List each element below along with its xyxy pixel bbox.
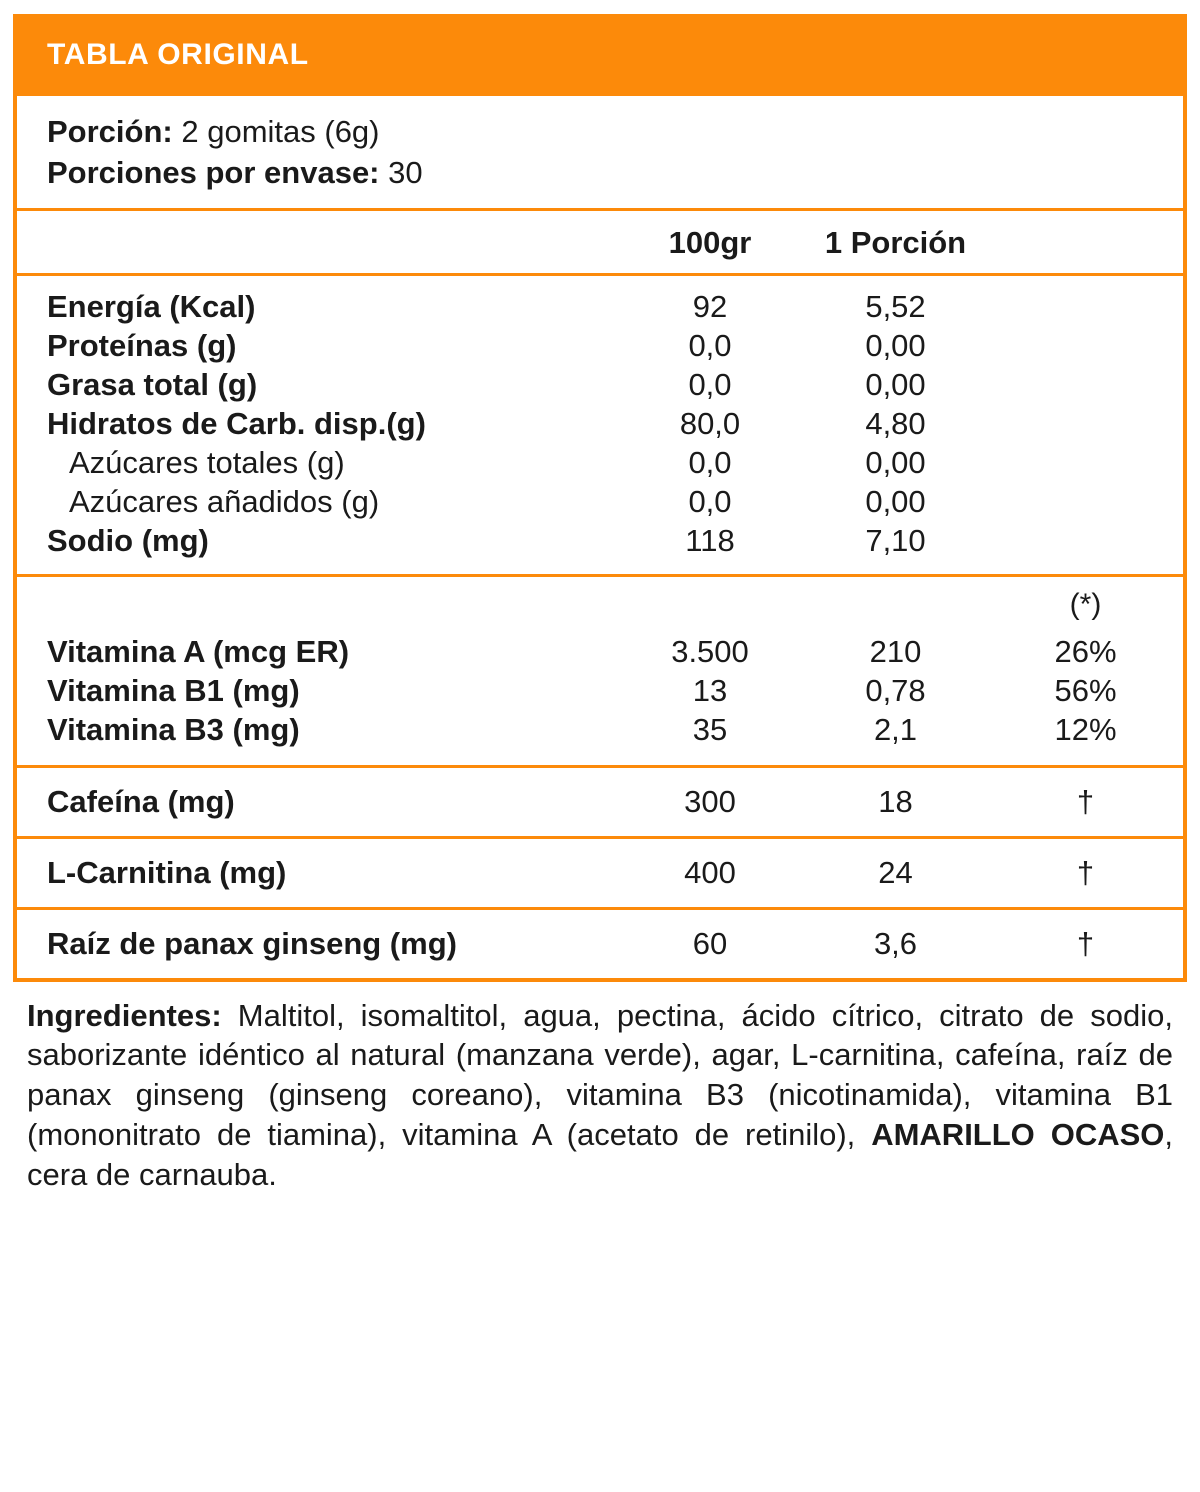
nutrient-daily-value: 56%: [1054, 672, 1117, 708]
nutrient-name: Vitamina A (mcg ER): [47, 633, 350, 669]
table-row: Azúcares totales (g) 0,0 0,00: [17, 445, 1183, 481]
table-row: L-Carnitina (mg) 400 24 †: [17, 855, 1183, 891]
nutrient-per-portion: 5,52: [865, 288, 926, 324]
macronutrients-band: Energía (Kcal) 92 5,52 Proteínas (g) 0,0…: [17, 276, 1183, 577]
nutrient-per-portion: 0,00: [865, 327, 926, 363]
nutrient-daily-value: †: [1076, 854, 1095, 890]
nutrient-name: Azúcares totales (g): [69, 444, 345, 480]
nutrient-per-portion: 0,00: [865, 366, 926, 402]
nutrient-per-100g: 3.500: [671, 633, 749, 669]
ingredients-text-part-2: , cera de carnauba.: [27, 1116, 1174, 1192]
serving-size-line: Porción: 2 gomitas (6g): [47, 112, 1183, 153]
nutrient-name: Raíz de panax ginseng (mg): [47, 925, 457, 961]
nutrient-per-portion: 0,00: [865, 444, 926, 480]
ingredients-label: Ingredientes:: [27, 997, 222, 1033]
ingredients-colorant-term: AMARILLO OCASO: [871, 1116, 1165, 1152]
table-row: Sodio (mg) 118 7,10: [17, 523, 1183, 559]
table-row: Energía (Kcal) 92 5,52: [17, 289, 1183, 325]
serving-size-value: 2 gomitas (6g): [181, 114, 380, 149]
nutrient-per-100g: 300: [684, 783, 736, 819]
nutrition-table: Porción: 2 gomitas (6g) Porciones por en…: [13, 96, 1187, 982]
nutrient-per-portion: 210: [869, 633, 922, 669]
nutrient-per-100g: 80,0: [679, 405, 741, 441]
nutrient-name: Energía (Kcal): [47, 288, 256, 324]
caffeine-band: Cafeína (mg) 300 18 †: [17, 768, 1183, 839]
nutrient-daily-value: †: [1076, 783, 1095, 819]
serving-size-label: Porción:: [47, 114, 173, 149]
nutrient-per-portion: 0,00: [865, 483, 926, 519]
table-row: Raíz de panax ginseng (mg) 60 3,6 †: [17, 926, 1183, 962]
lcarnitine-band: L-Carnitina (mg) 400 24 †: [17, 839, 1183, 910]
nutrient-per-100g: 118: [685, 522, 735, 558]
nutrient-per-100g: 0,0: [688, 483, 732, 519]
nutrient-daily-value: 26%: [1054, 633, 1117, 669]
nutrient-daily-value: †: [1076, 925, 1095, 961]
daily-value-marker-row: (*): [17, 588, 1183, 622]
nutrient-per-portion: 18: [878, 783, 913, 819]
nutrient-name: L-Carnitina (mg): [47, 854, 287, 890]
nutrient-name: Hidratos de Carb. disp.(g): [47, 405, 426, 441]
nutrient-per-100g: 35: [692, 711, 728, 747]
table-row: Vitamina B1 (mg) 13 0,78 56%: [17, 673, 1183, 709]
ginseng-band: Raíz de panax ginseng (mg) 60 3,6 †: [17, 910, 1183, 978]
table-row: Hidratos de Carb. disp.(g) 80,0 4,80: [17, 406, 1183, 442]
nutrient-name: Vitamina B1 (mg): [47, 672, 300, 708]
daily-value-asterisk: (*): [1069, 587, 1102, 621]
table-row: Vitamina A (mcg ER) 3.500 210 26%: [17, 634, 1183, 670]
column-header-row: 100gr 1 Porción: [17, 225, 1183, 261]
nutrient-daily-value: 12%: [1054, 711, 1117, 747]
vitamins-band: (*) Vitamina A (mcg ER) 3.500 210 26% Vi…: [17, 577, 1183, 768]
servings-per-container-value: 30: [388, 154, 423, 190]
nutrient-per-portion: 3,6: [873, 925, 918, 961]
nutrient-per-100g: 13: [692, 672, 728, 708]
nutrient-per-portion: 2,1: [873, 711, 918, 747]
nutrient-per-portion: 0,78: [865, 672, 926, 708]
page-title: TABLA ORIGINAL: [47, 38, 309, 71]
column-header-band: 100gr 1 Porción: [17, 211, 1183, 276]
nutrient-name: Sodio (mg): [47, 522, 209, 558]
nutrient-per-portion: 4,80: [865, 405, 926, 441]
table-header-bar: TABLA ORIGINAL: [13, 14, 1187, 96]
table-row: Azúcares añadidos (g) 0,0 0,00: [17, 484, 1183, 520]
ingredients-text-part-1: Maltitol, isomaltitol, agua, pectina, ác…: [27, 997, 1173, 1152]
nutrient-per-portion: 7,10: [865, 522, 926, 558]
nutrient-per-portion: 24: [878, 854, 913, 890]
table-row: Vitamina B3 (mg) 35 2,1 12%: [17, 712, 1183, 748]
servings-per-container-line: Porciones por envase: 30: [47, 153, 1183, 194]
servings-per-container-label: Porciones por envase:: [47, 154, 380, 190]
nutrient-per-100g: 400: [684, 854, 736, 890]
nutrient-name: Proteínas (g): [47, 327, 237, 363]
nutrient-name: Azúcares añadidos (g): [69, 483, 380, 519]
table-row: Grasa total (g) 0,0 0,00: [17, 367, 1183, 403]
nutrient-per-100g: 0,0: [688, 366, 732, 402]
nutrient-per-100g: 0,0: [688, 327, 732, 363]
nutrient-name: Cafeína (mg): [47, 783, 235, 819]
ingredients-paragraph: Ingredientes: Maltitol, isomaltitol, agu…: [13, 982, 1187, 1194]
nutrient-per-100g: 92: [692, 288, 728, 324]
nutrient-per-100g: 0,0: [688, 444, 732, 480]
nutrient-name: Vitamina B3 (mg): [47, 711, 300, 747]
column-header-per-portion: 1 Porción: [824, 224, 967, 260]
column-header-per-100g: 100gr: [668, 224, 752, 260]
nutrient-name: Grasa total (g): [47, 366, 258, 402]
nutrient-per-100g: 60: [692, 925, 728, 961]
table-row: Cafeína (mg) 300 18 †: [17, 784, 1183, 820]
table-row: Proteínas (g) 0,0 0,00: [17, 328, 1183, 364]
serving-info-band: Porción: 2 gomitas (6g) Porciones por en…: [17, 96, 1183, 211]
